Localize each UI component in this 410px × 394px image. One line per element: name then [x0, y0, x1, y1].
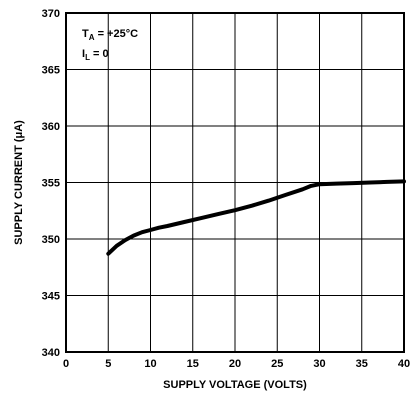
y-tick-label: 340	[42, 347, 60, 359]
series	[106, 179, 406, 256]
condition-annotation: TA = +25°C	[82, 28, 138, 42]
x-tick-label: 40	[398, 358, 410, 370]
annotations: TA = +25°C IL = 0	[82, 28, 138, 62]
x-tick-label: 30	[313, 358, 325, 370]
y-axis-label: SUPPLY CURRENT (μA)	[13, 120, 25, 245]
y-tick-label: 365	[42, 65, 60, 77]
y-tick-label: 355	[42, 178, 60, 190]
x-tick-label: 15	[187, 358, 199, 370]
series-line	[106, 179, 406, 256]
x-tick-label: 25	[271, 358, 283, 370]
y-tick-label: 360	[42, 121, 60, 133]
y-tick-label: 350	[42, 234, 60, 246]
x-tick-label: 35	[356, 358, 368, 370]
x-axis-label: SUPPLY VOLTAGE (VOLTS)	[163, 379, 307, 391]
x-tick-label: 0	[63, 358, 69, 370]
condition-annotation: IL = 0	[82, 48, 109, 62]
x-tick-label: 5	[105, 358, 111, 370]
x-tick-label: 20	[229, 358, 241, 370]
x-tick-label: 10	[144, 358, 156, 370]
y-tick-label: 370	[42, 8, 60, 20]
tick-labels: 0 5 10 15 20 25 30 35 40 340 345 350 355 360 365 370	[42, 8, 410, 370]
y-tick-label: 345	[42, 291, 60, 303]
